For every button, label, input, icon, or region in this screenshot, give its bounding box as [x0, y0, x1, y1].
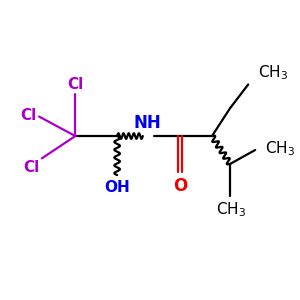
Text: Cl: Cl — [23, 160, 40, 175]
Text: Cl: Cl — [67, 77, 83, 92]
Text: Cl: Cl — [21, 108, 37, 123]
Text: O: O — [173, 177, 187, 195]
Text: CH$_3$: CH$_3$ — [265, 139, 295, 158]
Text: OH: OH — [104, 180, 130, 195]
Text: NH: NH — [134, 114, 162, 132]
Text: CH$_3$: CH$_3$ — [258, 63, 288, 82]
Text: CH$_3$: CH$_3$ — [216, 200, 247, 219]
